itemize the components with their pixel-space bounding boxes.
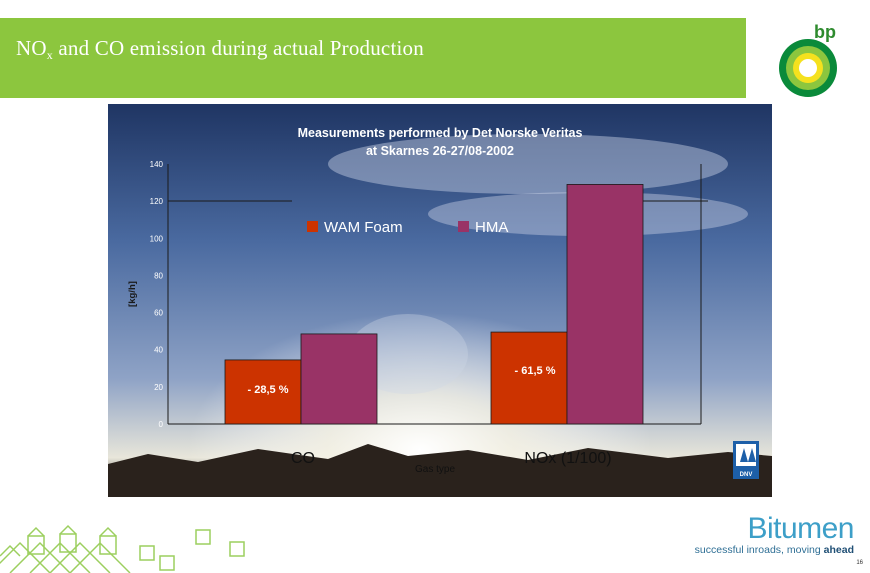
helios-sun-icon: [779, 39, 837, 97]
bar-wam-foam-nox: [490, 331, 568, 425]
y-tick-label: 100: [150, 234, 164, 243]
footer-arrow-pattern: [0, 524, 245, 573]
x-axis-label: Gas type: [415, 464, 455, 475]
y-tick-label: 140: [150, 160, 164, 169]
dnv-badge-icon: DNV: [733, 441, 759, 479]
bar-group: [224, 184, 644, 425]
legend: WAM Foam HMA: [307, 219, 508, 236]
chart-subtitle: at Skarnes 26-27/08-2002: [366, 144, 514, 158]
y-tick-label: 0: [159, 420, 164, 429]
y-tick-label: 20: [154, 383, 163, 392]
legend-label-hma: HMA: [475, 219, 508, 236]
bp-wordmark: bp: [814, 22, 836, 42]
dnv-badge-label: DNV: [740, 472, 753, 478]
y-tick-label: 40: [154, 346, 163, 355]
page-title: NOx and CO emission during actual Produc…: [16, 36, 424, 62]
title-bar: [0, 18, 746, 98]
y-tick-label: 60: [154, 309, 163, 318]
y-tick-label: 120: [150, 197, 164, 206]
emission-bar-chart: Measurements performed by Det Norske Ver…: [108, 104, 772, 497]
bp-helios-logo: bp: [779, 22, 837, 97]
bitumen-logo: Bitumen successful inroads, moving ahead: [694, 512, 855, 557]
legend-swatch-wam-foam: [307, 221, 318, 232]
legend-swatch-hma: [458, 221, 469, 232]
y-tick-label: 80: [154, 271, 163, 280]
page-number: 16: [856, 560, 863, 566]
annotation-nox-reduction: - 61,5 %: [515, 365, 556, 377]
y-tick-labels: 0 20 40 60 80 100 120 140: [150, 160, 164, 429]
treeline-silhouette: [108, 444, 772, 497]
annotation-co-reduction: - 28,5 %: [248, 384, 289, 396]
bar-wam-foam-co: [224, 359, 302, 425]
x-tick-label-nox: NOx (1/100): [524, 450, 611, 467]
bar-hma-nox: [566, 184, 644, 425]
y-axis-label: [kg/h]: [127, 281, 138, 307]
bar-hma-co: [300, 333, 378, 425]
x-tick-label-co: CO: [291, 450, 315, 467]
chart-title: Measurements performed by Det Norske Ver…: [298, 126, 583, 140]
bitumen-tagline: successful inroads, moving ahead: [694, 544, 854, 556]
bitumen-wordmark: Bitumen: [747, 512, 854, 545]
legend-label-wam-foam: WAM Foam: [324, 219, 403, 236]
